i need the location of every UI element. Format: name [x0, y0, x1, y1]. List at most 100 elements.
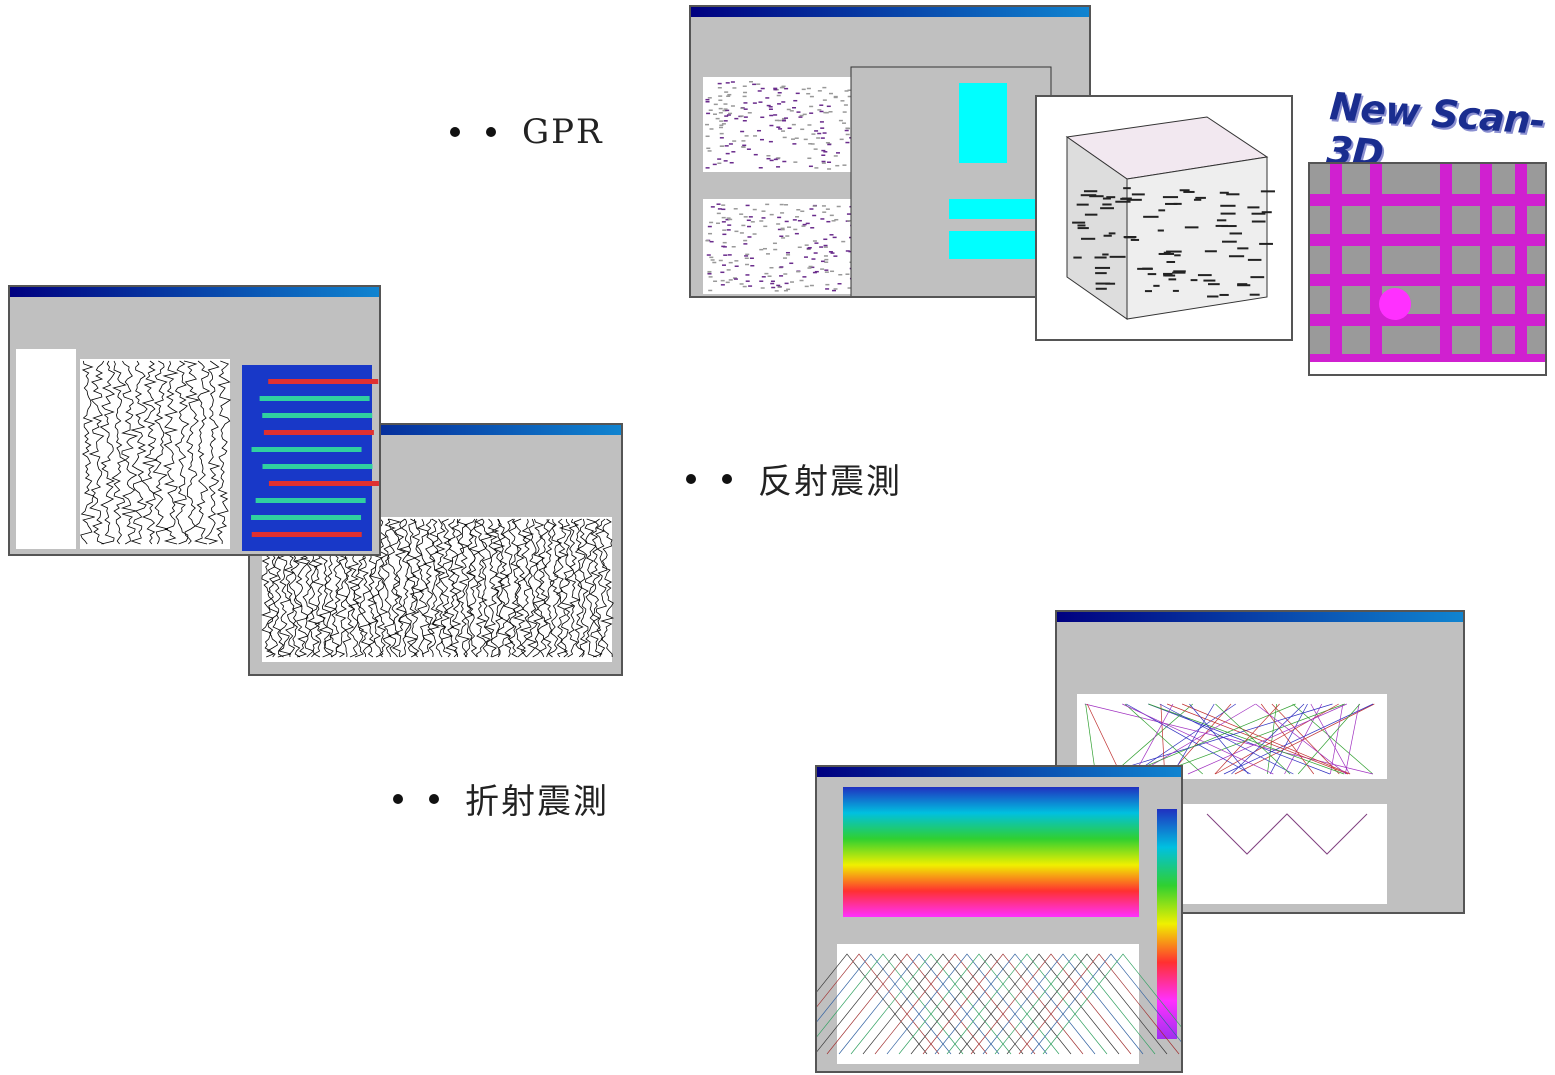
- gpr-speck: [726, 229, 731, 231]
- cube-speck: [1247, 206, 1260, 209]
- gpr-speck: [842, 164, 847, 166]
- gpr-speck: [706, 254, 711, 256]
- gpr-speck: [822, 99, 827, 101]
- gpr-speck: [710, 259, 715, 261]
- gpr-speck: [819, 110, 824, 113]
- gpr-speck: [776, 157, 781, 159]
- ray: [1310, 703, 1350, 775]
- gpr-speck: [795, 216, 800, 218]
- gpr-speck: [813, 148, 818, 150]
- gpr-speck: [833, 155, 838, 157]
- gpr-speck: [725, 109, 730, 112]
- gpr-speck: [705, 239, 710, 242]
- gpr-speck: [784, 204, 789, 206]
- cube-speck: [1084, 213, 1098, 216]
- gpr-speck: [742, 144, 747, 147]
- cube-speck: [1102, 203, 1112, 206]
- cube-speck: [1219, 191, 1229, 194]
- gpr-speck: [774, 290, 779, 292]
- title-bar: [691, 7, 1089, 17]
- bullet-label: GPR: [522, 112, 604, 152]
- gpr-speck: [821, 149, 826, 152]
- gpr-speck: [747, 112, 752, 114]
- cube-speck: [1173, 270, 1186, 273]
- gpr-speck: [748, 216, 753, 218]
- gpr-speck: [722, 264, 727, 266]
- gpr-speck: [777, 286, 782, 288]
- gpr-speck: [838, 119, 843, 122]
- traveltime: [886, 953, 1048, 1055]
- gpr-speck: [826, 220, 831, 223]
- gpr-speck: [828, 111, 833, 113]
- gpr-speck: [739, 115, 744, 117]
- trace: [141, 360, 158, 545]
- refraction-window-2: [815, 765, 1183, 1073]
- ray: [1159, 703, 1294, 775]
- trace: [542, 518, 556, 658]
- gpr-speck: [824, 258, 829, 261]
- gpr-speck: [834, 218, 839, 221]
- gpr-speck: [726, 269, 731, 271]
- gpr-speck: [705, 101, 710, 103]
- cube-speck: [1229, 232, 1243, 235]
- gpr-speck: [781, 117, 786, 120]
- gpr-speck: [753, 135, 758, 137]
- gpr-speck: [793, 228, 798, 231]
- cube-speck: [1190, 279, 1198, 282]
- dialog: [850, 66, 1052, 296]
- trace: [576, 518, 589, 658]
- cube-speck: [1094, 266, 1111, 269]
- gpr-speck: [742, 120, 747, 122]
- gpr-speck: [797, 246, 802, 249]
- cube-speck: [1222, 240, 1237, 243]
- gpr-speck: [708, 232, 713, 235]
- gpr-speck: [813, 252, 818, 254]
- trace: [584, 518, 598, 658]
- trace: [391, 518, 407, 658]
- gpr-speck: [814, 167, 819, 169]
- traveltime: [994, 953, 1156, 1055]
- gpr-speck: [823, 244, 828, 247]
- gpr-speck: [718, 259, 723, 262]
- gpr-speck: [778, 128, 783, 130]
- gpr-speck: [765, 203, 770, 206]
- gpr-speck: [822, 211, 827, 213]
- gpr-speck: [783, 289, 788, 292]
- cube-speck: [1095, 272, 1107, 275]
- gpr-speck: [759, 138, 764, 141]
- gpr-speck: [844, 90, 849, 92]
- gpr-speck: [792, 219, 797, 221]
- cube-speck: [1163, 251, 1171, 254]
- cube-speck: [1130, 238, 1140, 241]
- gpr-speck: [745, 253, 750, 256]
- gpr-speck: [779, 235, 784, 238]
- gpr-speck: [717, 162, 722, 165]
- gpr-speck: [743, 243, 748, 245]
- gpr-speck: [745, 204, 750, 207]
- gpr-speck: [712, 163, 717, 166]
- gpr-speck: [828, 92, 833, 95]
- gpr-speck: [706, 112, 711, 115]
- gpr-speck: [707, 150, 712, 152]
- gpr-speck: [719, 124, 724, 127]
- gpr-speck: [793, 161, 798, 163]
- gpr-speck: [784, 282, 789, 285]
- traveltime: [946, 953, 1108, 1055]
- trace: [558, 518, 575, 658]
- gpr-speck: [717, 82, 722, 85]
- gpr-speck: [803, 138, 808, 141]
- cube-speck: [1172, 271, 1186, 274]
- gpr-speck: [782, 119, 787, 122]
- cube-speck: [1220, 212, 1236, 215]
- cube-speck: [1195, 196, 1206, 199]
- ray: [1160, 703, 1166, 775]
- dot: [686, 473, 696, 484]
- gpr-speck: [725, 218, 730, 221]
- trace: [483, 518, 500, 658]
- gpr-speck: [725, 82, 730, 84]
- gpr-speck: [839, 138, 844, 141]
- gpr-speck: [810, 266, 815, 269]
- gpr-speck: [734, 230, 739, 233]
- gpr-speck: [787, 226, 792, 228]
- cube-speck: [1158, 209, 1166, 212]
